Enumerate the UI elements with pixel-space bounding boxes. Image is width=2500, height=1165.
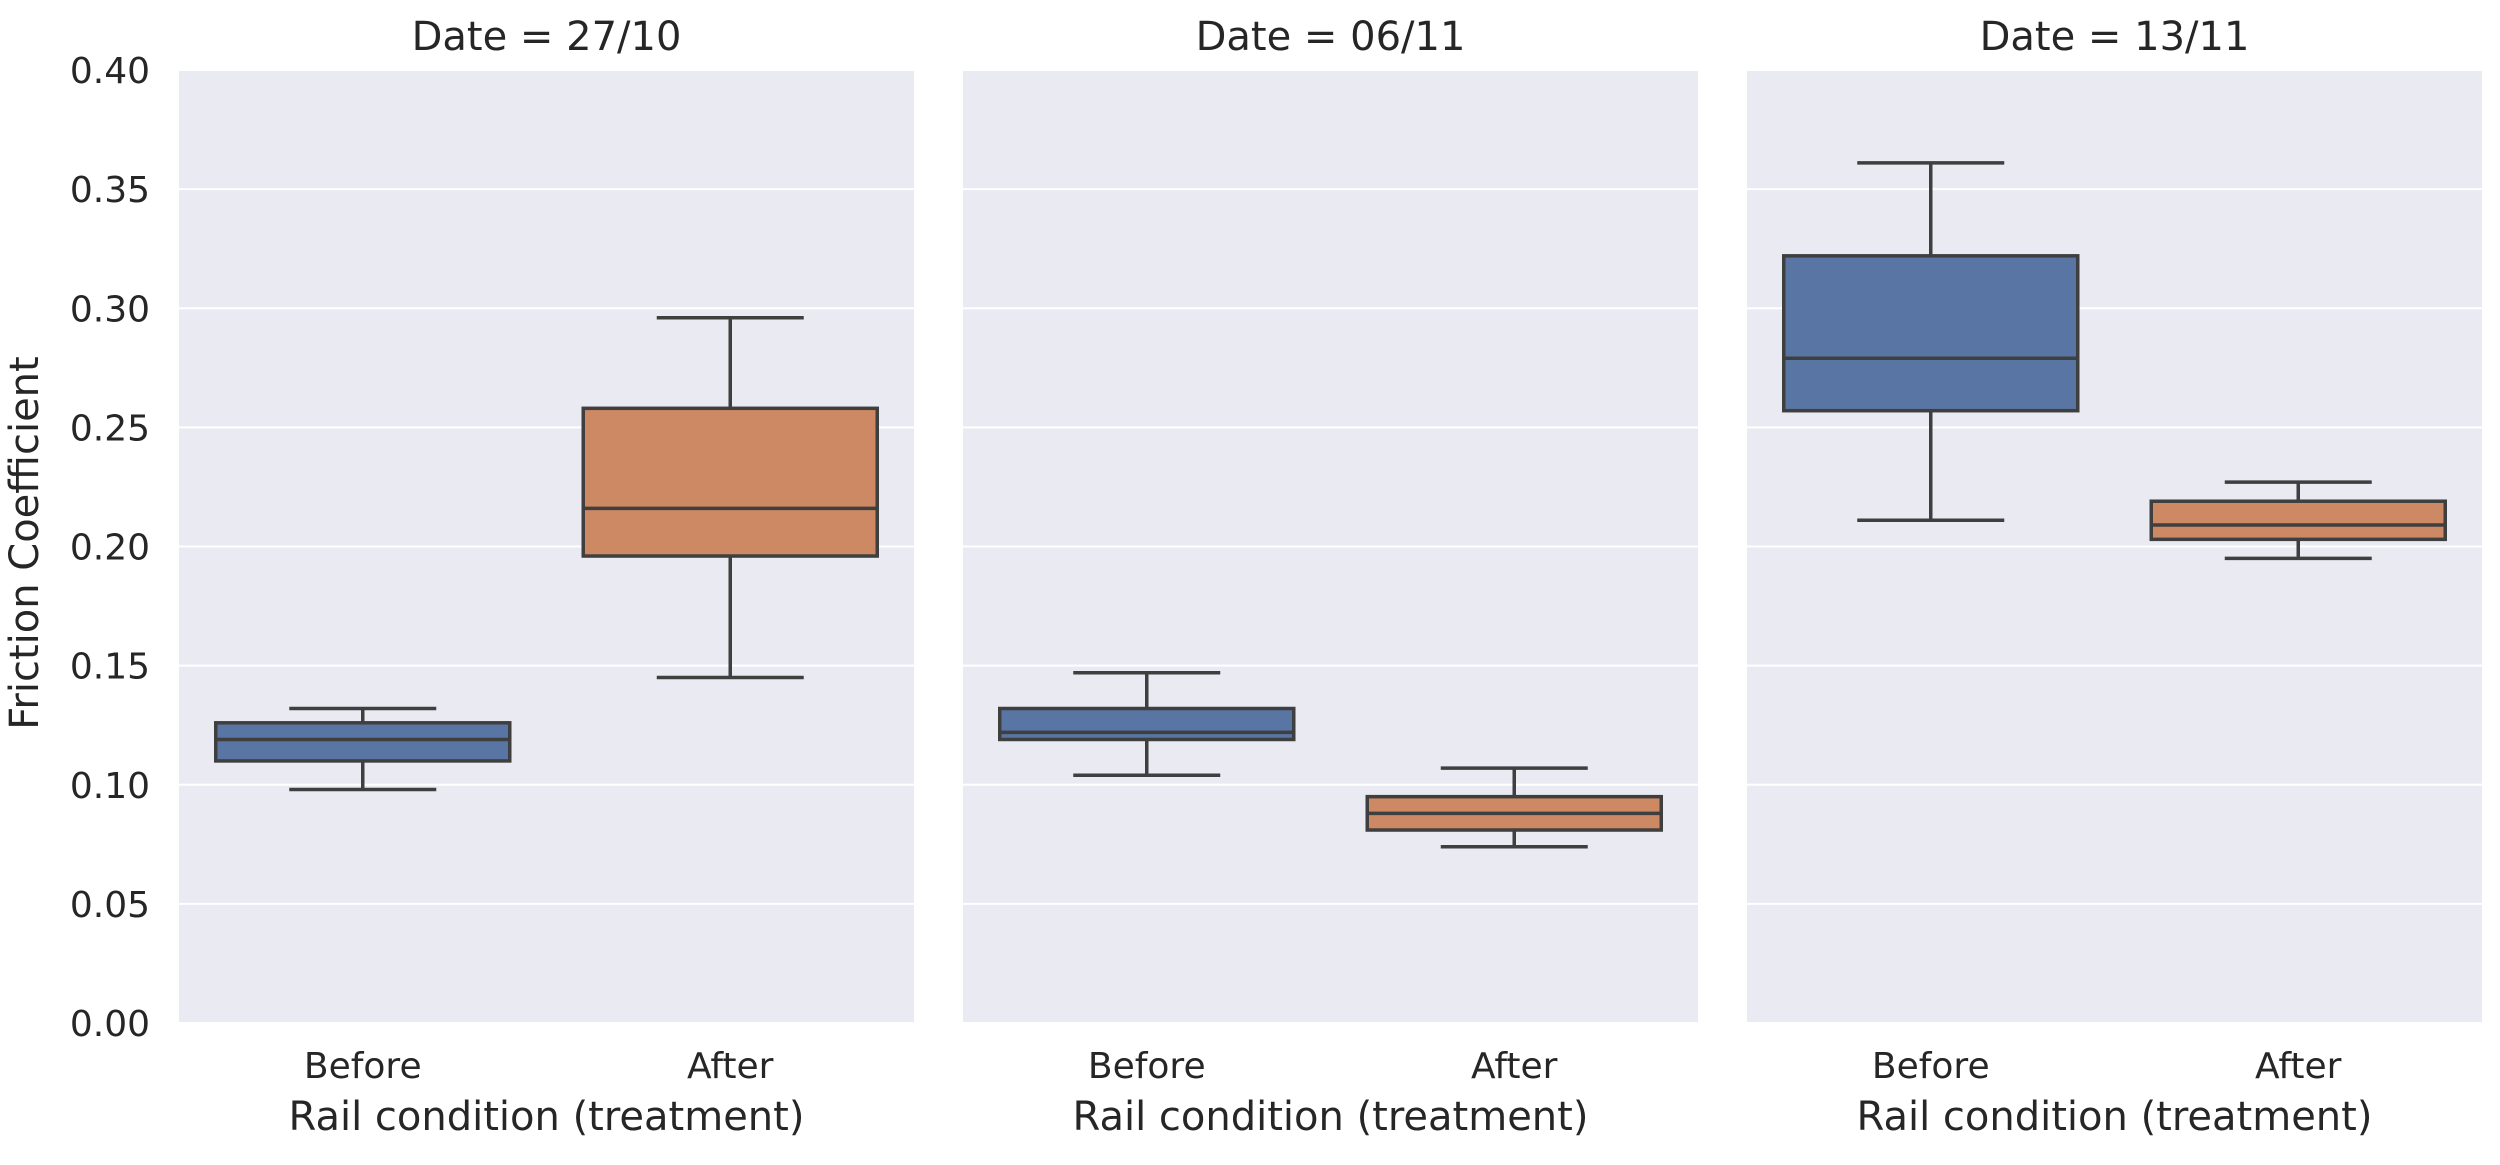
y-tick-label: 0.15 [70,647,150,688]
box-before [1782,161,2080,523]
box-after [581,316,879,680]
facet-panel: Date = 13/11 Before After Rail condition (t… [1747,14,2482,1140]
y-tick-labels: 0.00 0.05 0.10 0.15 0.20 0.25 0.30 0.35 0.40 [70,51,150,1045]
iqr-box [581,406,879,558]
x-tick-label: After [687,1046,774,1087]
iqr-box [214,721,512,763]
box-before [214,706,512,792]
panel-title: Date = 27/10 [412,14,682,60]
x-tick-label: After [2255,1046,2342,1087]
y-tick-label: 0.10 [70,766,150,807]
y-tick-label: 0.25 [70,408,150,449]
x-axis-label: Rail condition (treatment) [289,1094,805,1140]
y-tick-label: 0.30 [70,289,150,330]
iqr-box [998,706,1296,742]
y-tick-label: 0.20 [70,528,150,569]
x-tick-label: Before [304,1046,422,1087]
facet-panel: Date = 06/11 Before After Rail condition (t… [963,14,1698,1140]
panel-title: Date = 06/11 [1196,14,1466,60]
box-after [1365,766,1663,849]
box-after [2149,480,2447,561]
y-tick-label: 0.00 [70,1004,150,1045]
x-axis-label: Rail condition (treatment) [1073,1094,1589,1140]
y-tick-label: 0.05 [70,885,150,926]
x-tick-label: Before [1088,1046,1206,1087]
x-tick-label: After [1471,1046,1558,1087]
x-axis-label: Rail condition (treatment) [1857,1094,2373,1140]
iqr-box [1782,254,2080,413]
facet-panels: Date = 27/10 Before After Rail condition (t… [179,14,2482,1140]
box-before [998,671,1296,777]
iqr-box [2149,499,2447,542]
y-axis-label: Friction Coefficient [2,356,48,729]
x-tick-label: Before [1872,1046,1990,1087]
facet-panel: Date = 27/10 Before After Rail condition (t… [179,14,914,1140]
y-tick-label: 0.40 [70,51,150,92]
panel-title: Date = 13/11 [1980,14,2250,60]
y-tick-label: 0.35 [70,170,150,211]
